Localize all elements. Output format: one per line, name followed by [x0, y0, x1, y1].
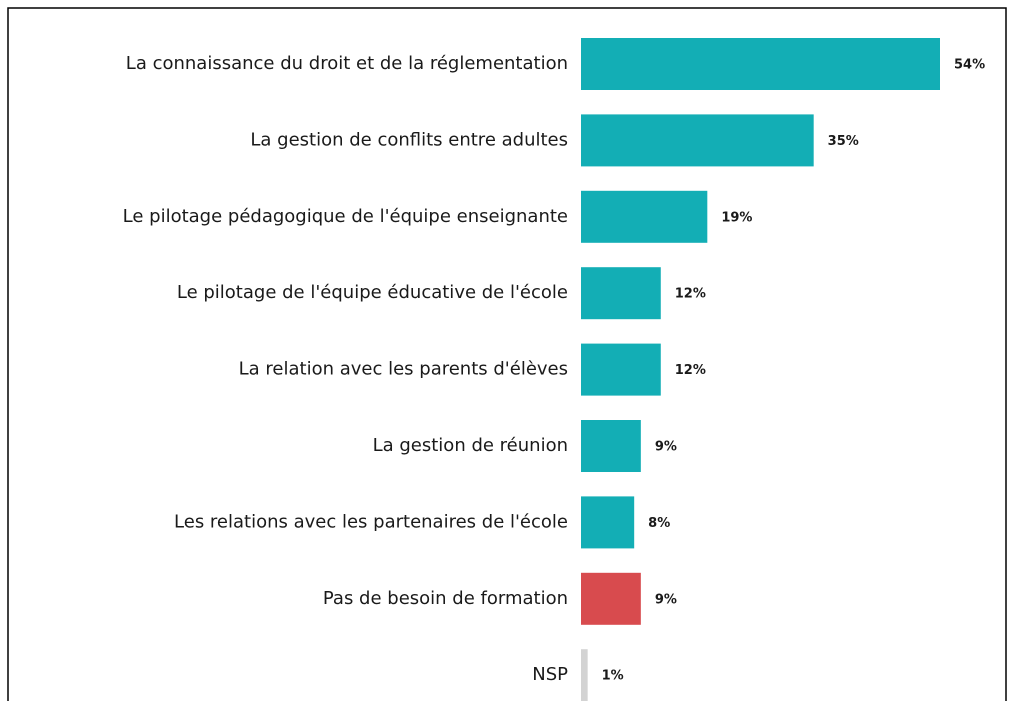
category-label: NSP [532, 664, 568, 685]
value-label: 54% [954, 58, 985, 73]
category-label: Le pilotage pédagogique de l'équipe ense… [123, 206, 568, 227]
bar [581, 649, 588, 701]
bar [581, 267, 661, 320]
value-label: 1% [602, 669, 624, 684]
bar [581, 496, 635, 549]
category-label: Le pilotage de l'équipe éducative de l'é… [177, 282, 568, 303]
category-label: Pas de besoin de formation [323, 588, 568, 609]
bar [581, 38, 940, 90]
value-label: 12% [675, 287, 706, 302]
value-label: 9% [655, 592, 677, 607]
value-label: 9% [655, 440, 677, 455]
category-label: Les relations avec les partenaires de l'… [174, 511, 568, 532]
category-label: La relation avec les parents d'élèves [239, 359, 568, 380]
value-label: 35% [828, 134, 859, 149]
category-label: La gestion de conflits entre adultes [250, 129, 568, 150]
bar [581, 190, 708, 243]
bar [581, 420, 641, 472]
frame [7, 7, 1007, 701]
value-label: 12% [675, 363, 706, 378]
category-label: La connaissance du droit et de la réglem… [126, 53, 568, 74]
value-label: 19% [721, 210, 752, 225]
category-label: La gestion de réunion [373, 435, 568, 456]
bar [581, 114, 814, 167]
bar [581, 343, 661, 396]
bar [581, 572, 641, 625]
value-label: 8% [648, 516, 670, 531]
